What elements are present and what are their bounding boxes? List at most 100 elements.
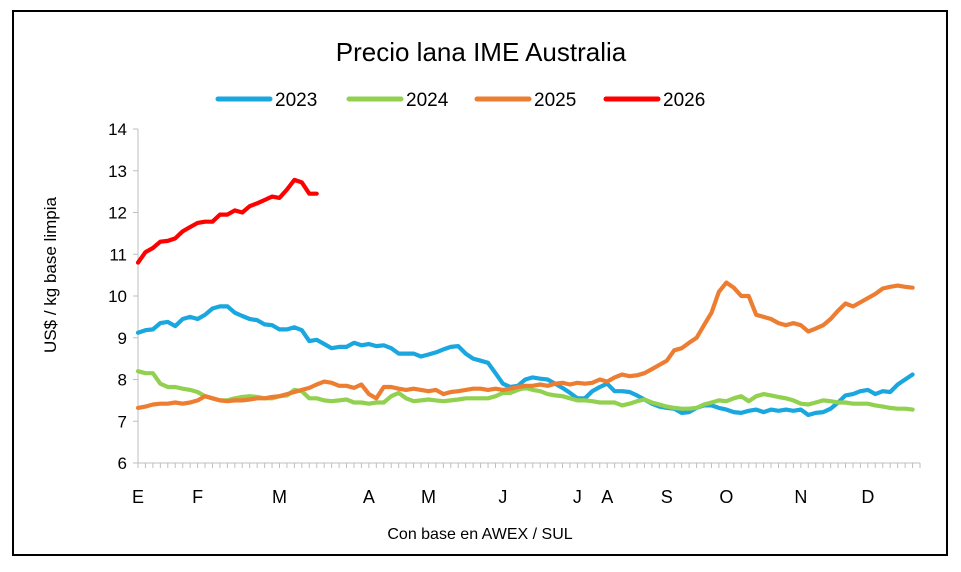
data-point-2025	[211, 397, 214, 399]
data-point-2023	[867, 389, 869, 391]
data-point-2025	[867, 297, 869, 299]
data-point-2025	[755, 314, 757, 316]
y-tick-label: 9	[118, 329, 127, 348]
data-point-2025	[561, 382, 564, 384]
chart-title: Precio lana IME Australia	[336, 37, 627, 67]
data-point-2023	[174, 325, 176, 327]
data-point-2024	[144, 372, 146, 374]
data-point-2024	[241, 396, 243, 398]
data-point-2026	[144, 251, 146, 253]
data-point-2025	[502, 389, 504, 391]
data-point-2025	[822, 324, 824, 326]
data-point-2024	[480, 397, 482, 399]
data-point-2025	[584, 383, 586, 385]
data-point-2025	[174, 401, 176, 404]
data-point-2023	[308, 340, 310, 342]
data-point-2024	[755, 395, 757, 397]
data-point-2023	[204, 314, 206, 316]
data-point-2026	[234, 209, 236, 211]
data-point-2024	[167, 386, 169, 388]
data-point-2024	[465, 397, 467, 399]
data-point-2025	[844, 302, 847, 305]
legend-label-2024: 2024	[406, 90, 449, 111]
data-point-2025	[249, 398, 251, 401]
data-point-2023	[323, 343, 325, 345]
data-point-2025	[599, 378, 601, 381]
data-point-2023	[167, 321, 169, 323]
data-point-2023	[859, 390, 862, 392]
data-point-2024	[338, 399, 340, 401]
data-point-2025	[442, 393, 444, 395]
data-point-2023	[628, 391, 631, 393]
data-point-2023	[420, 355, 422, 358]
data-point-2023	[256, 319, 258, 321]
data-point-2024	[815, 401, 817, 404]
y-tick-label: 13	[108, 162, 127, 181]
data-point-2025	[733, 287, 735, 289]
data-point-2025	[308, 387, 310, 389]
data-point-2024	[666, 406, 668, 408]
data-point-2025	[226, 400, 228, 402]
data-point-2025	[837, 310, 839, 312]
data-point-2023	[755, 409, 757, 411]
data-point-2024	[353, 401, 355, 404]
data-point-2023	[591, 390, 593, 392]
data-point-2026	[189, 226, 191, 228]
data-point-2024	[413, 400, 415, 402]
data-point-2025	[576, 382, 579, 384]
data-point-2024	[822, 399, 824, 401]
data-point-2023	[241, 315, 243, 317]
data-point-2025	[688, 342, 690, 344]
data-point-2023	[710, 404, 713, 406]
data-point-2024	[249, 395, 251, 397]
data-point-2025	[159, 403, 161, 405]
data-point-2023	[226, 305, 228, 307]
data-point-2023	[405, 353, 407, 355]
data-point-2023	[353, 342, 355, 344]
data-point-2024	[718, 399, 720, 401]
data-point-2024	[874, 404, 876, 406]
data-point-2023	[874, 393, 876, 395]
series-2026	[135, 177, 319, 265]
data-point-2025	[748, 295, 750, 297]
data-point-2023	[502, 383, 504, 385]
data-point-2024	[174, 386, 176, 388]
data-point-2024	[867, 403, 869, 405]
series-2025	[135, 280, 915, 410]
data-point-2023	[904, 378, 906, 381]
x-tick-label: E	[132, 487, 144, 507]
data-point-2024	[197, 391, 199, 393]
data-point-2025	[301, 389, 303, 391]
data-point-2023	[792, 410, 795, 412]
data-point-2023	[211, 307, 214, 310]
data-point-2023	[621, 390, 623, 392]
data-point-2023	[547, 378, 549, 381]
data-point-2025	[591, 382, 593, 384]
data-point-2024	[517, 389, 519, 391]
data-point-2025	[830, 318, 832, 320]
data-point-2025	[874, 293, 876, 295]
data-point-2023	[777, 410, 780, 412]
x-tick-label: O	[719, 487, 733, 507]
data-point-2025	[219, 399, 221, 401]
data-point-2025	[800, 324, 802, 326]
data-point-2025	[606, 381, 608, 383]
data-point-2024	[844, 401, 847, 404]
data-point-2025	[494, 388, 497, 390]
data-point-2026	[137, 262, 139, 264]
data-point-2024	[696, 407, 698, 409]
data-point-2023	[763, 411, 765, 413]
data-point-2023	[830, 408, 832, 410]
data-point-2025	[204, 395, 206, 397]
data-point-2025	[777, 322, 780, 324]
data-point-2023	[487, 362, 489, 364]
data-point-2025	[658, 364, 660, 366]
data-point-2023	[800, 409, 802, 411]
data-point-2025	[375, 397, 377, 399]
y-tick-label: 12	[108, 204, 127, 223]
data-point-2025	[889, 286, 891, 288]
data-point-2024	[643, 398, 646, 401]
data-point-2025	[398, 388, 400, 390]
data-point-2024	[390, 395, 392, 397]
